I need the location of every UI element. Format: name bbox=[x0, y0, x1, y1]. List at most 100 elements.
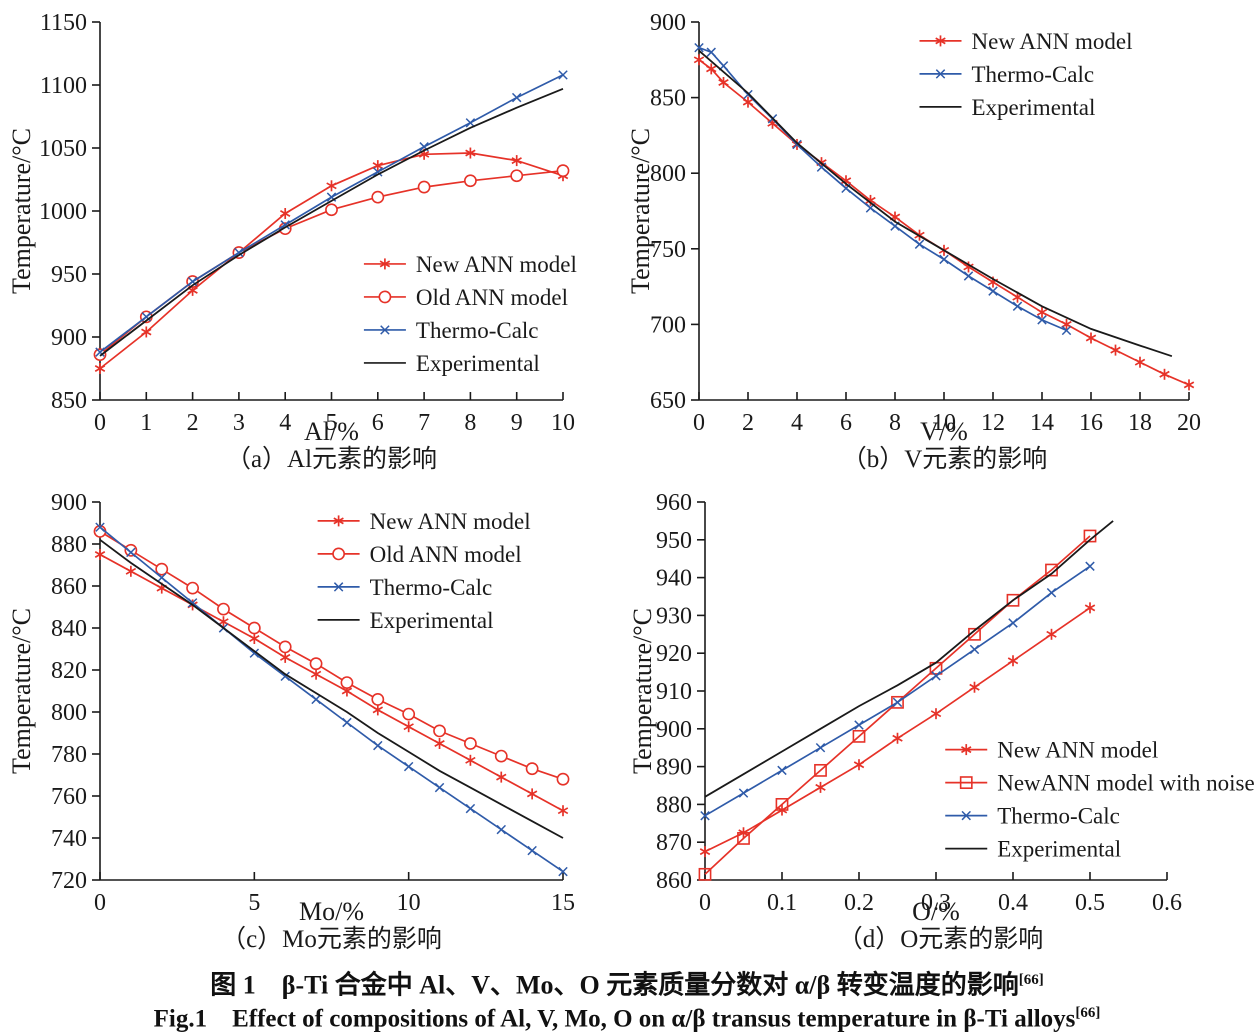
axes bbox=[92, 21, 564, 401]
x-tick-label: 7 bbox=[418, 410, 430, 436]
x-tick-label: 6 bbox=[372, 410, 384, 436]
y-tick-label: 880 bbox=[656, 792, 692, 818]
x-axis-label: O/% bbox=[912, 897, 960, 925]
chart-c-canvas: 0 5 10 15 720 740 760 780 800 820 840 860 880 900 Mo/%… bbox=[7, 490, 575, 925]
figure-caption-en-ref: [66] bbox=[1075, 1005, 1101, 1021]
subplot-d: 0 0.1 0.2 0.3 0.4 0.5 0.6 860 870 880 890 900 910 920… bbox=[627, 480, 1254, 960]
legend-label: Thermo-Calc bbox=[997, 804, 1120, 829]
y-tick-label: 890 bbox=[656, 755, 692, 781]
y-tick-label: 650 bbox=[650, 388, 686, 414]
legend-label: Experimental bbox=[370, 608, 494, 633]
subplot-b-caption: （b）V元素的影响 bbox=[841, 446, 1048, 473]
subplot-c: 0 5 10 15 720 740 760 780 800 820 840 860 880 900 Mo/%… bbox=[0, 480, 627, 960]
legend-label: New ANN model bbox=[972, 29, 1133, 54]
y-axis-label: Temperature/°C bbox=[7, 608, 36, 774]
x-tick-label: 2 bbox=[742, 410, 754, 436]
legend: New ANN model Thermo-Calc Experimental bbox=[919, 29, 1133, 120]
legend-label: NewANN model with noise bbox=[997, 771, 1254, 796]
series-new-ann-model bbox=[94, 549, 569, 817]
x-tick-label: 15 bbox=[551, 890, 575, 916]
subplot-a-caption: （a）Al元素的影响 bbox=[225, 446, 438, 473]
y-tick-label: 720 bbox=[51, 868, 87, 894]
y-tick-label: 740 bbox=[51, 826, 87, 852]
y-tick-label: 960 bbox=[656, 490, 692, 516]
x-tick-label: 6 bbox=[840, 410, 852, 436]
x-tick-label: 0.5 bbox=[1075, 890, 1105, 916]
x-tick-label: 20 bbox=[1177, 410, 1201, 436]
x-tick-label: 4 bbox=[279, 410, 291, 436]
y-tick-label: 1100 bbox=[40, 73, 87, 99]
y-axis-label: Temperature/°C bbox=[628, 608, 657, 774]
x-tick-label: 8 bbox=[464, 410, 476, 436]
x-tick-label: 0.6 bbox=[1152, 890, 1182, 916]
figure-caption-zh: 图 1 β-Ti 合金中 Al、V、Mo、O 元素质量分数对 α/β 转变温度的… bbox=[0, 960, 1254, 1000]
legend: New ANN model NewANN model with noise Ther… bbox=[945, 738, 1254, 862]
series-old-ann-model bbox=[93, 525, 570, 786]
y-tick-label: 800 bbox=[51, 700, 87, 726]
y-tick-label: 860 bbox=[656, 868, 692, 894]
series-experimental bbox=[698, 50, 1173, 358]
x-tick-label: 10 bbox=[397, 890, 421, 916]
x-tick-label: 9 bbox=[511, 410, 523, 436]
legend-label: New ANN model bbox=[370, 509, 531, 534]
legend-label: New ANN model bbox=[997, 738, 1158, 763]
y-tick-label: 850 bbox=[650, 86, 686, 112]
y-tick-label: 860 bbox=[51, 574, 87, 600]
legend-label: Thermo-Calc bbox=[416, 318, 539, 343]
legend-label: Thermo-Calc bbox=[370, 575, 493, 600]
x-tick-label: 0 bbox=[94, 890, 106, 916]
y-tick-label: 850 bbox=[51, 388, 87, 414]
x-tick-label: 14 bbox=[1030, 410, 1054, 436]
subplot-b: 0 2 4 6 8 10 12 14 16 18 20 650 700 750 800 850 900 V/% Te… bbox=[627, 0, 1254, 480]
figure-caption-zh-text: 图 1 β-Ti 合金中 Al、V、Mo、O 元素质量分数对 α/β 转变温度的… bbox=[210, 970, 1019, 1000]
y-tick-label: 900 bbox=[51, 325, 87, 351]
y-tick-label: 940 bbox=[656, 566, 692, 592]
y-tick-label: 1150 bbox=[40, 10, 87, 36]
figure-caption-zh-ref: [66] bbox=[1018, 972, 1044, 988]
x-tick-label: 0.2 bbox=[844, 890, 874, 916]
subplot-a: 0 1 2 3 4 5 6 7 8 9 10 850 900 950 1000 1050 1100 1150 Al/… bbox=[0, 0, 627, 480]
y-tick-label: 950 bbox=[656, 528, 692, 554]
figure-caption-en: Fig.1 Effect of compositions of Al, V, M… bbox=[0, 998, 1254, 1032]
y-tick-label: 840 bbox=[51, 616, 87, 642]
chart-d-canvas: 0 0.1 0.2 0.3 0.4 0.5 0.6 860 870 880 890 900 910 920… bbox=[628, 490, 1254, 925]
y-tick-label: 820 bbox=[51, 658, 87, 684]
x-tick-label: 18 bbox=[1128, 410, 1152, 436]
y-tick-label: 750 bbox=[650, 237, 686, 263]
x-axis-label: V/% bbox=[920, 417, 968, 445]
legend-label: Old ANN model bbox=[370, 542, 522, 567]
series-experimental bbox=[704, 520, 1114, 798]
legend: New ANN model Old ANN model Thermo-Calc Exp… bbox=[317, 509, 531, 633]
y-tick-label: 870 bbox=[656, 830, 692, 856]
series-new-ann-model bbox=[693, 54, 1195, 391]
y-tick-label: 760 bbox=[51, 784, 87, 810]
legend: New ANN model Old ANN model Thermo-Calc Exp… bbox=[363, 252, 577, 376]
y-tick-label: 800 bbox=[650, 161, 686, 187]
x-tick-label: 16 bbox=[1079, 410, 1103, 436]
series-experimental bbox=[99, 539, 564, 839]
y-tick-label: 910 bbox=[656, 679, 692, 705]
x-tick-label: 2 bbox=[187, 410, 199, 436]
x-tick-label: 5 bbox=[326, 410, 338, 436]
legend-label: New ANN model bbox=[416, 252, 577, 277]
y-tick-label: 920 bbox=[656, 641, 692, 667]
series-thermo-calc bbox=[700, 561, 1095, 821]
y-tick-label: 900 bbox=[656, 717, 692, 743]
x-tick-label: 4 bbox=[791, 410, 803, 436]
subplot-grid: 0 1 2 3 4 5 6 7 8 9 10 850 900 950 1000 1050 1100 1150 Al/… bbox=[0, 0, 1254, 960]
y-tick-label: 1050 bbox=[39, 136, 87, 162]
x-tick-label: 0.4 bbox=[998, 890, 1028, 916]
y-tick-label: 880 bbox=[51, 532, 87, 558]
y-tick-label: 900 bbox=[51, 490, 87, 516]
x-axis-label: Mo/% bbox=[299, 897, 364, 925]
legend-label: Experimental bbox=[416, 351, 540, 376]
x-tick-label: 0.3 bbox=[921, 890, 951, 916]
subplot-c-caption: （c）Mo元素的影响 bbox=[221, 926, 442, 953]
x-tick-label: 12 bbox=[981, 410, 1005, 436]
x-tick-label: 5 bbox=[248, 890, 260, 916]
x-tick-label: 0 bbox=[693, 410, 705, 436]
y-tick-label: 1000 bbox=[39, 199, 87, 225]
series-thermo-calc bbox=[95, 70, 568, 357]
x-tick-label: 10 bbox=[551, 410, 575, 436]
